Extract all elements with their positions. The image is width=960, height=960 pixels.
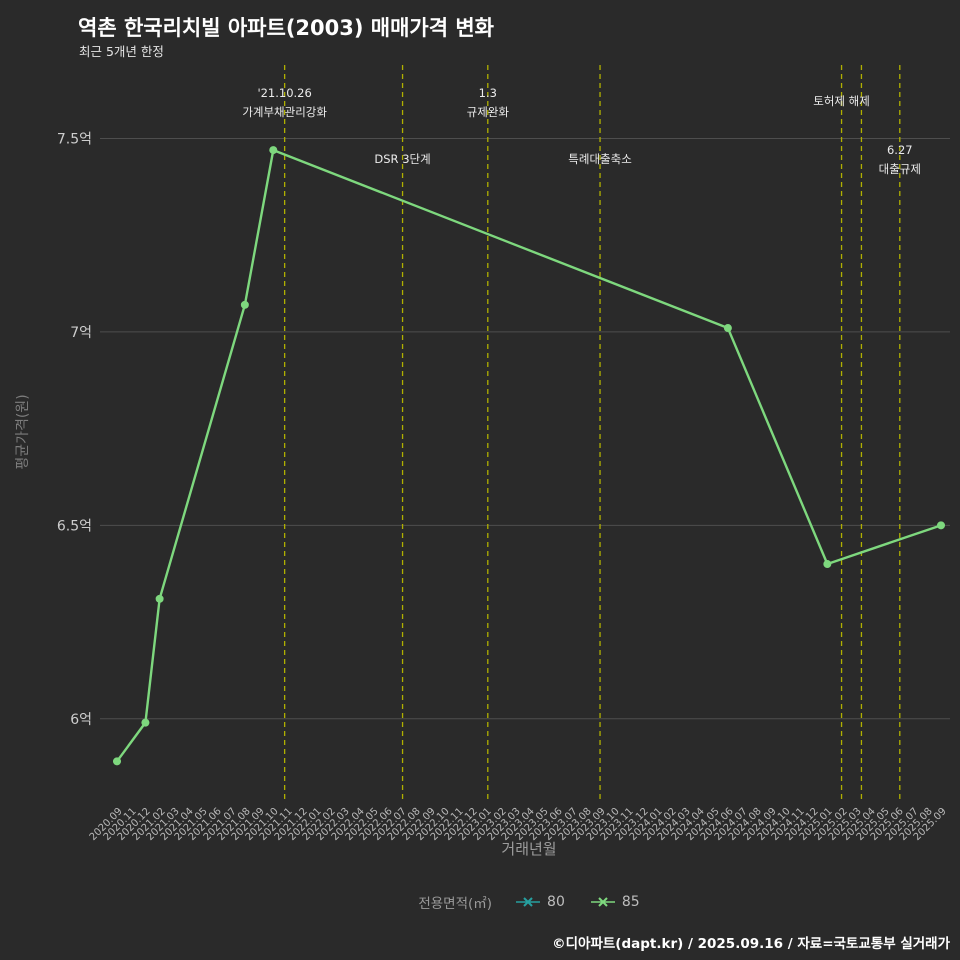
y-tick-label: 6.5억 [57,518,92,534]
data-point-marker [823,560,832,569]
data-point-marker [723,324,732,333]
legend-title: 전용면적(㎡) [418,896,493,912]
annotation-label: 1.3 규제완화 [466,86,509,119]
legend-item-80: 80 [516,894,565,910]
legend-item-label: 85 [621,894,640,910]
annotation-label: 특례대출축소 [568,152,632,166]
legend-item-label: 80 [547,894,565,910]
annotation-label: DSR 3단계 [374,152,431,166]
x-axis-title: 거래년월 [501,840,557,858]
data-point-marker [113,757,121,766]
annotation-label: '21.10.26 가계부채관리강화 [242,86,327,119]
annotation-label: 토허제 해제 [813,94,870,108]
chart-title: 역촌 한국리치빌 아파트(2003) 매매가격 변화 [78,16,495,40]
legend-marker-icon [516,897,541,907]
y-tick-label: 7.5억 [57,132,92,148]
legend: 전용면적(㎡) 80 85 [117,892,941,912]
data-point-marker [141,718,150,727]
data-point-marker [269,146,278,155]
source-footer: ©디아파트(dapt.kr) / 2025.09.16 / 자료=국토교통부 실… [552,936,950,952]
annotation-label: 6.27 대출규제 [878,143,921,176]
series-line-85 [116,148,942,763]
legend-item-85: 85 [590,894,640,910]
data-point-marker [937,521,945,530]
legend-marker-icon [590,897,615,907]
data-point-marker [155,594,164,603]
chart-subtitle: 최근 5개년 한정 [79,44,164,59]
legend-items: 80 85 [516,894,640,910]
y-tick-label: 6억 [70,712,92,728]
y-tick-label: 7억 [70,325,92,341]
data-point-marker [240,300,249,309]
y-axis-title: 평균가격(원) [15,394,31,470]
